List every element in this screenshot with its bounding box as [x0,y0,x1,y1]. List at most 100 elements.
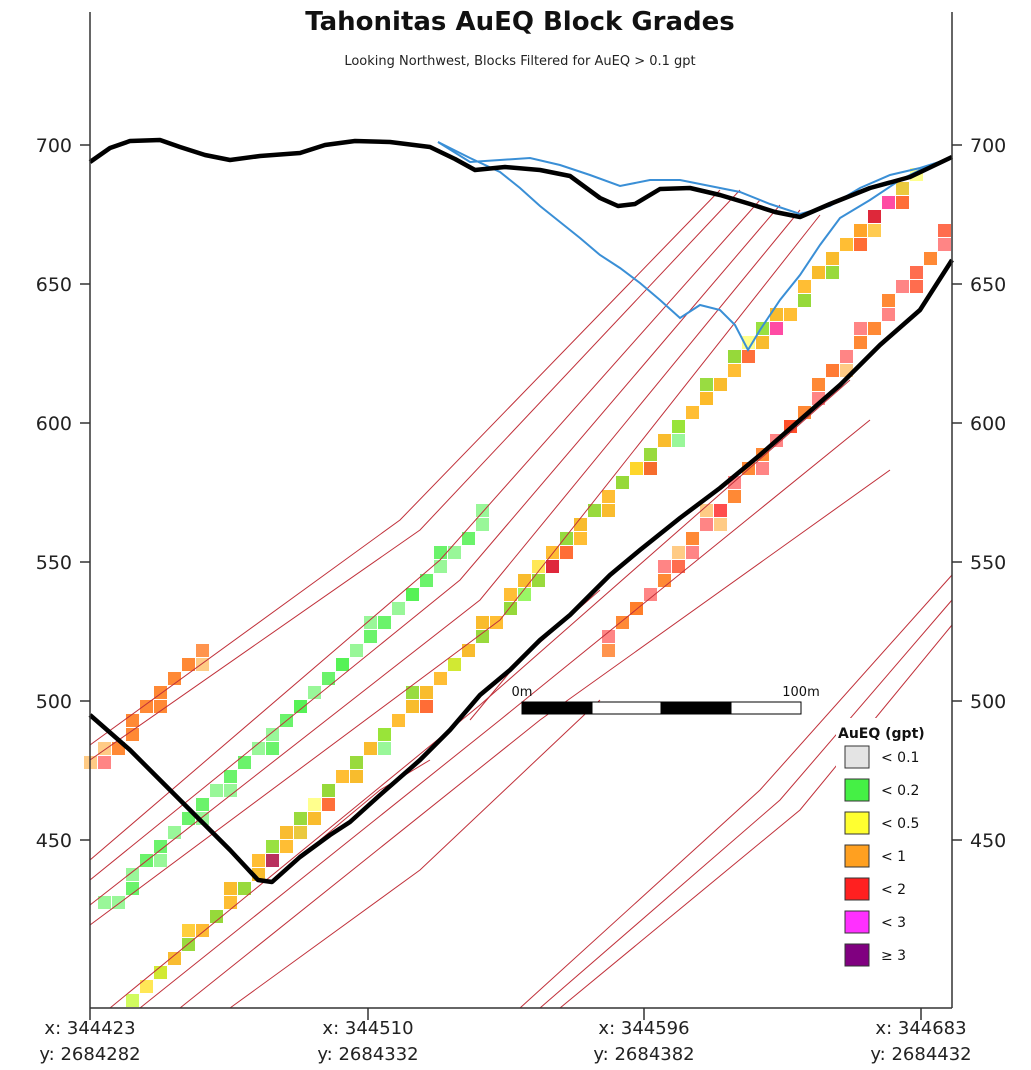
y-tick-label-left: 450 [36,830,72,852]
wireframe-line [89,189,741,761]
block-cell [294,812,307,825]
block-cell [616,476,629,489]
block-cell [798,294,811,307]
wireframe-line [89,199,761,861]
block-cell [910,280,923,293]
x-tick-label-northing: y: 2684332 [317,1044,418,1065]
block-cell [938,224,951,237]
wireframe-line [519,574,953,1009]
wireframe-line [229,699,601,1009]
wireframe-line [89,209,801,906]
block-cell [252,854,265,867]
y-tick-label-right: 600 [970,413,1006,435]
block-cell [154,700,167,713]
wireframe-line [89,214,821,926]
block-cell [210,910,223,923]
block-cell [504,588,517,601]
block-cell [560,546,573,559]
y-axis-ticks: 700 700 650 650 600 600 550 550 500 500 450 450 [36,135,1007,852]
block-cell [644,448,657,461]
block-cell [406,686,419,699]
block-cell [854,322,867,335]
block-cell [420,700,433,713]
block-cell [476,616,489,629]
block-cell [238,882,251,895]
block-cell [406,588,419,601]
block-cell [854,224,867,237]
legend-label: < 2 [881,882,906,898]
block-cell [826,252,839,265]
block-cell [280,826,293,839]
block-cell [756,462,769,475]
block-cell [672,434,685,447]
x-axis-ticks: x: 344423 y: 2684282 x: 344510 y: 2684332 x:… [39,1008,972,1065]
block-cell [868,322,881,335]
block-cell [350,644,363,657]
block-cell [700,518,713,531]
legend-swatch [844,745,870,769]
legend: AuEQ (gpt) < 0.1 < 0.2 < 0.5 < 1 < 2 < 3 ≥ 3 [836,718,950,980]
block-cell [364,616,377,629]
block-cell [770,322,783,335]
block-cell [532,574,545,587]
block-cell [658,560,671,573]
block-cell [826,364,839,377]
block-cell [840,238,853,251]
block-cell [630,462,643,475]
block-cell [126,994,139,1007]
block-cell [322,798,335,811]
block-cell [196,644,209,657]
block-cell [840,350,853,363]
block-cell [434,560,447,573]
block-cell [700,378,713,391]
legend-swatch [844,910,870,934]
y-tick-label-right: 500 [970,691,1006,713]
block-cell [266,742,279,755]
fault-boundary-line [88,258,954,885]
wireframe-line [89,189,721,746]
y-tick-label-right: 550 [970,552,1006,574]
block-cell [672,546,685,559]
y-tick-label-right: 650 [970,274,1006,296]
y-tick-label-left: 550 [36,552,72,574]
block-cell [504,602,517,615]
block-cell [168,826,181,839]
block-cell [518,574,531,587]
block-cell [126,868,139,881]
legend-label: < 0.1 [881,750,919,766]
wireframe-line [109,379,851,1009]
block-cell [574,518,587,531]
y-tick-label-left: 650 [36,274,72,296]
block-cell [518,588,531,601]
block-cell [266,854,279,867]
block-cell [378,616,391,629]
scale-bar-segment-1 [521,701,593,715]
block-cell [602,490,615,503]
y-tick-label-left: 600 [36,413,72,435]
y-tick-label-left: 500 [36,691,72,713]
block-cell [336,658,349,671]
block-cell [714,378,727,391]
block-cell [350,756,363,769]
block-cell [378,728,391,741]
legend-swatch [844,811,870,835]
block-cell [280,840,293,853]
block-cell [784,308,797,321]
block-cell [462,644,475,657]
block-cell [336,770,349,783]
block-cell [406,700,419,713]
block-cell [686,406,699,419]
block-cell [588,504,601,517]
block-cell [126,728,139,741]
x-tick-label-easting: x: 344423 [44,1018,135,1039]
block-cell [434,546,447,559]
block-cell [224,882,237,895]
block-cell [182,658,195,671]
block-cell [868,224,881,237]
block-cell [196,924,209,937]
block-cell [448,546,461,559]
block-cell [308,798,321,811]
legend-label: < 1 [881,849,906,865]
block-cell [896,182,909,195]
block-cell [126,714,139,727]
